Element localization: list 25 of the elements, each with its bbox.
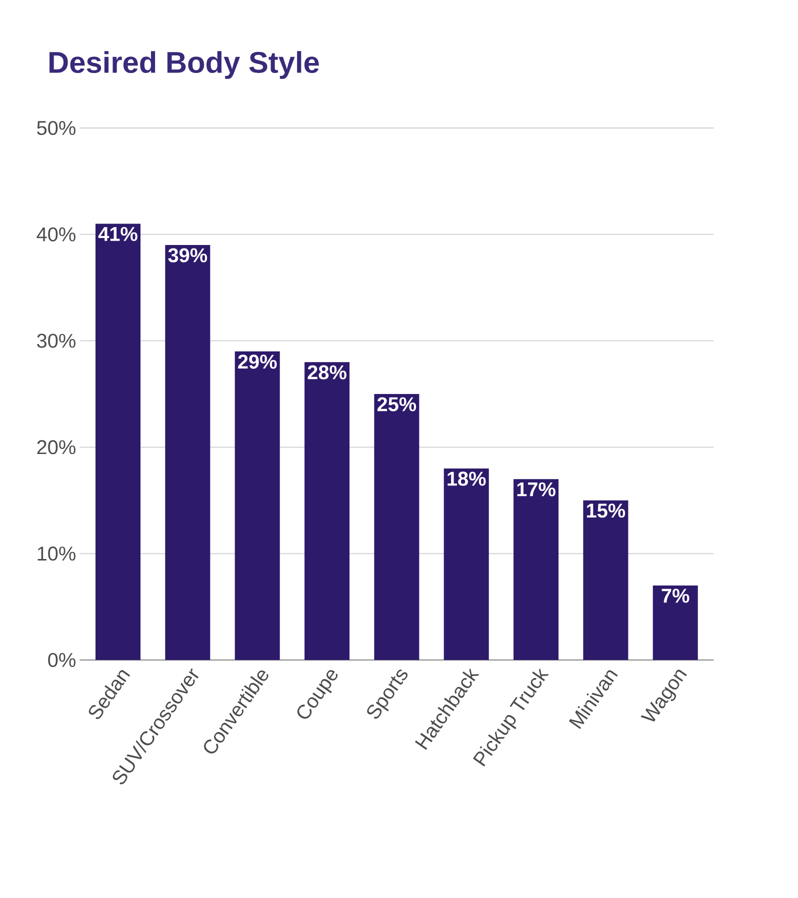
bar bbox=[96, 224, 140, 660]
data-label: 28% bbox=[308, 365, 346, 380]
data-label: 29% bbox=[238, 354, 277, 369]
y-tick-label: 40% bbox=[36, 227, 76, 242]
y-tick-label: 30% bbox=[37, 334, 76, 348]
bar bbox=[234, 351, 280, 660]
chart-title: Desired Body Style bbox=[50, 51, 319, 79]
bar bbox=[374, 394, 420, 660]
y-tick-label: 10% bbox=[38, 546, 76, 561]
data-label: 7% bbox=[662, 588, 690, 603]
bar bbox=[652, 586, 698, 660]
data-label: 39% bbox=[168, 248, 208, 262]
data-label: 41% bbox=[98, 226, 138, 241]
data-label: 17% bbox=[517, 482, 556, 496]
y-tick-label: 0% bbox=[48, 652, 76, 668]
bar bbox=[304, 362, 350, 660]
bar bbox=[165, 245, 210, 660]
bar bbox=[514, 479, 559, 660]
bar bbox=[444, 468, 489, 660]
data-label: 25% bbox=[377, 397, 416, 412]
bar bbox=[583, 500, 628, 660]
data-label: 18% bbox=[448, 472, 486, 486]
data-label: 15% bbox=[587, 504, 626, 518]
y-tick-label: 50% bbox=[37, 120, 76, 136]
y-tick-label: 20% bbox=[37, 440, 76, 454]
